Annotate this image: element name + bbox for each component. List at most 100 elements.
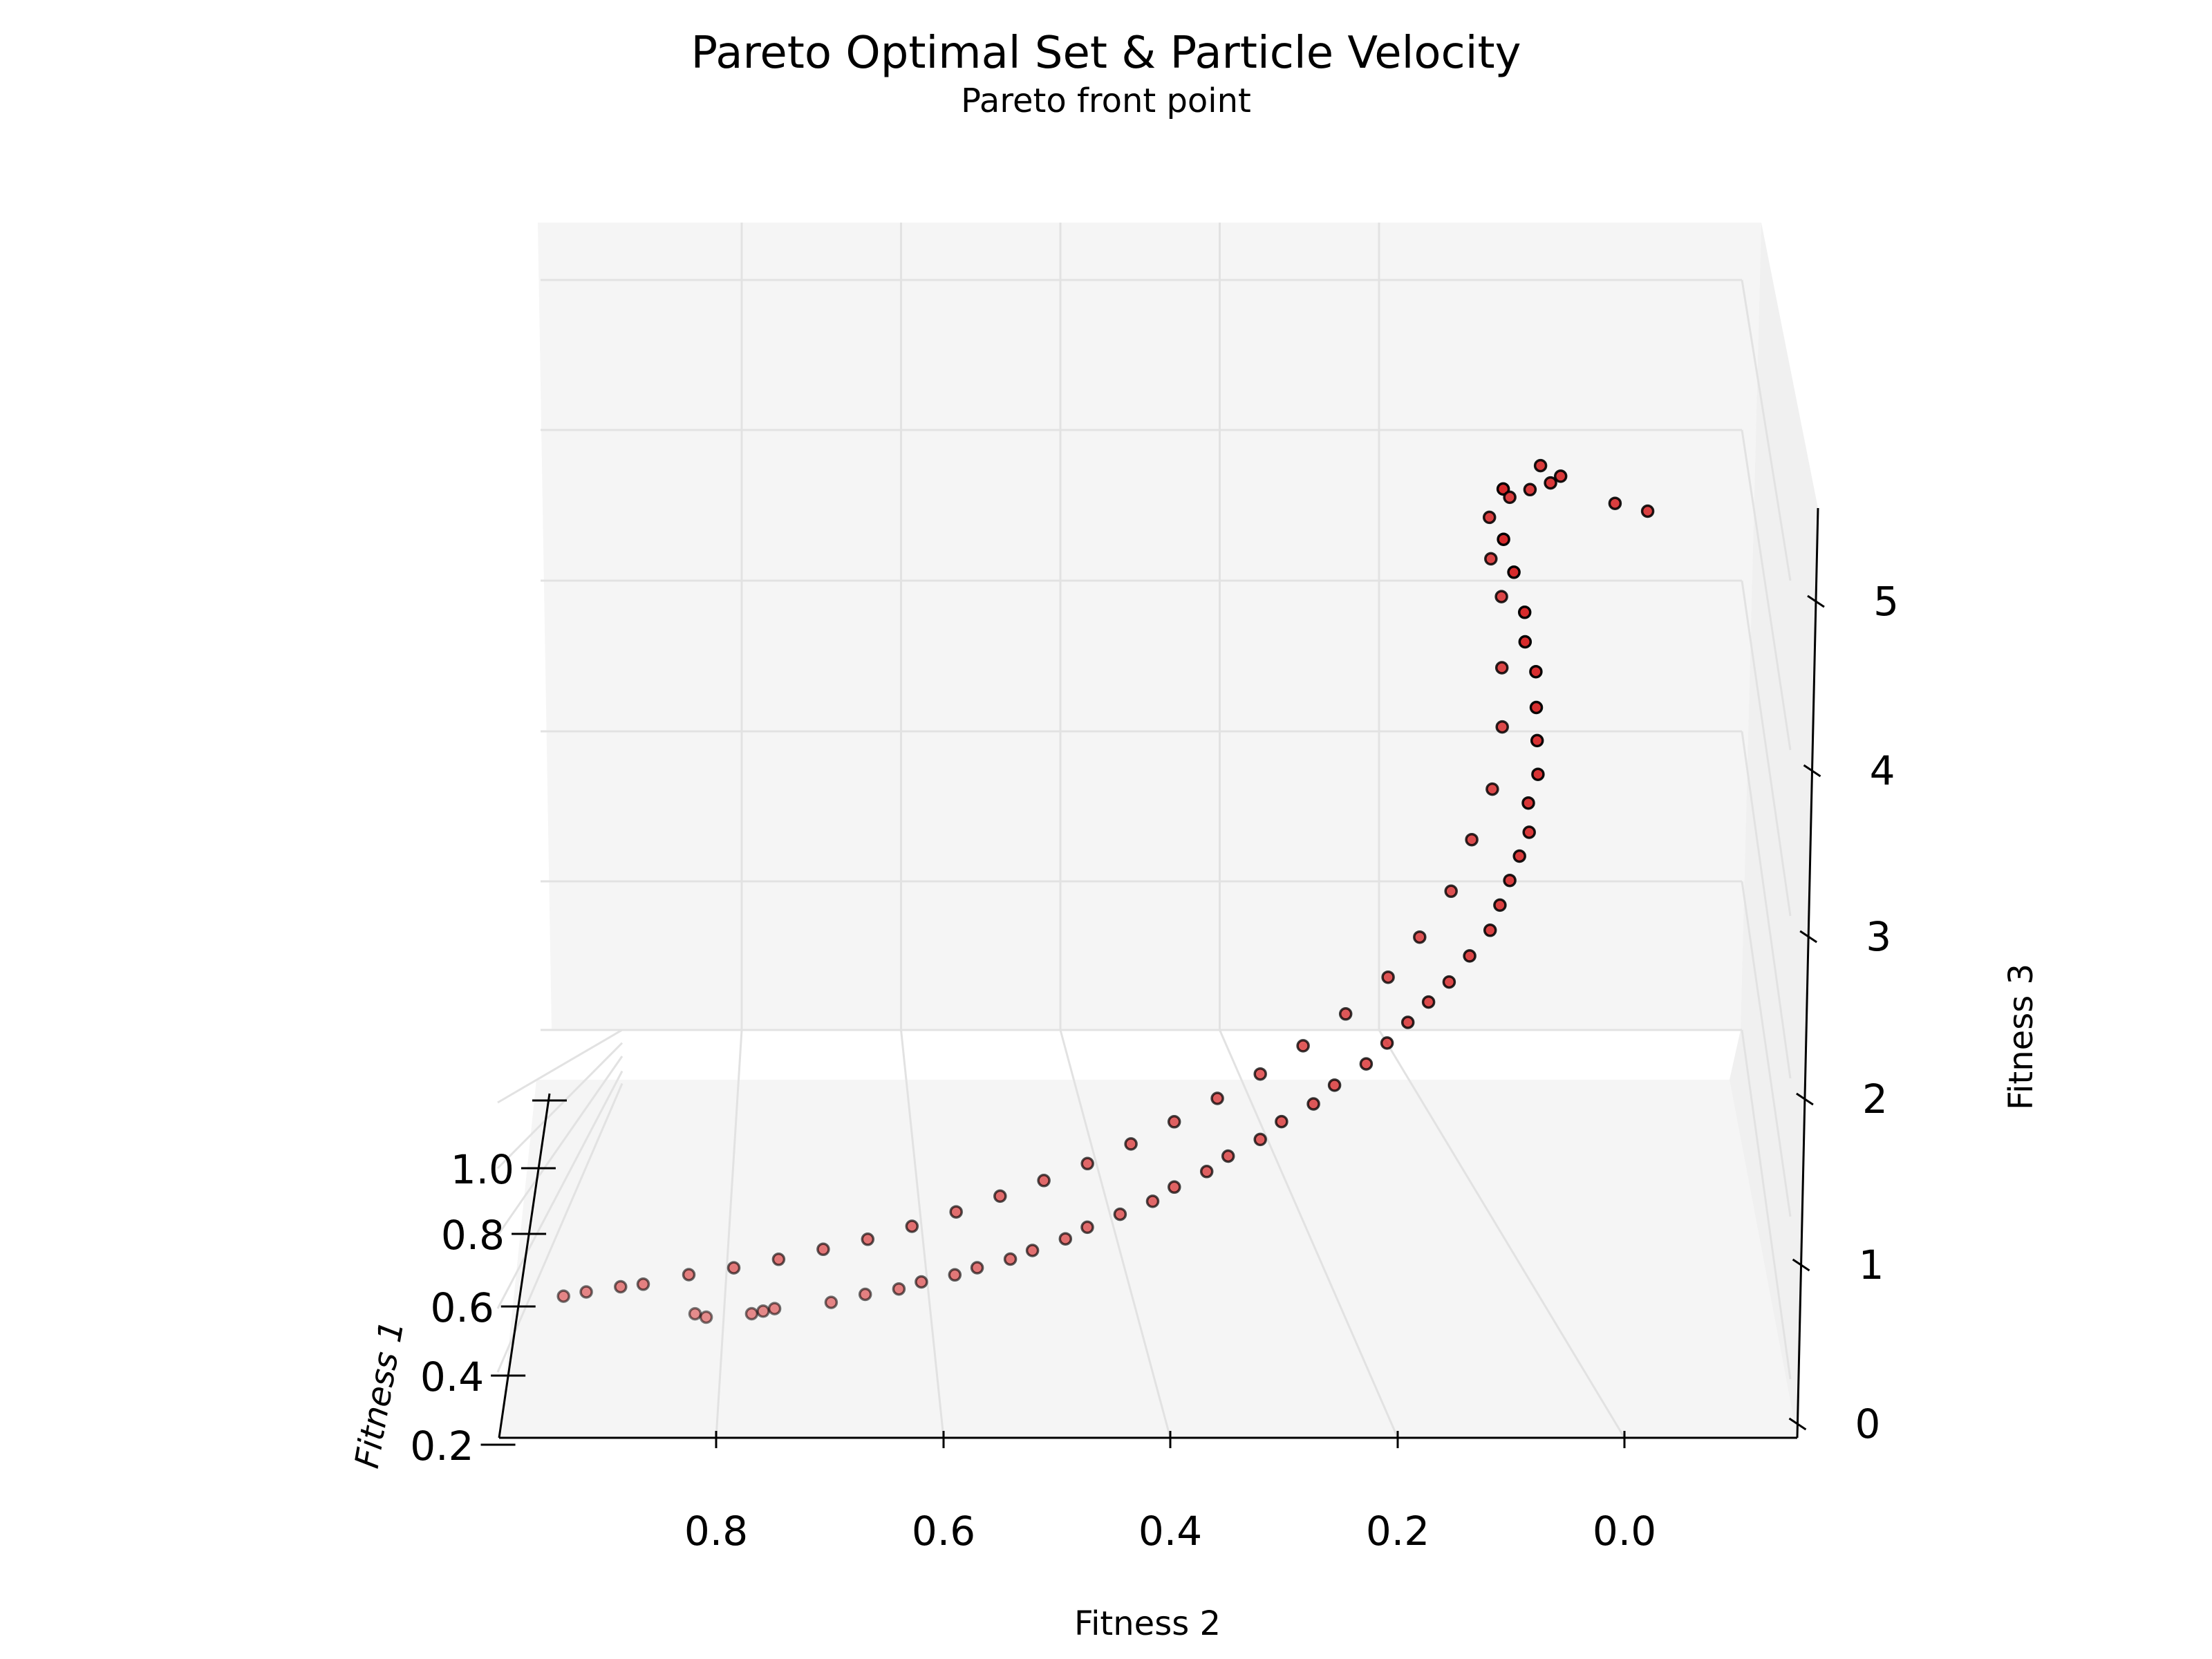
data-point xyxy=(1544,476,1557,490)
data-point xyxy=(1485,782,1499,796)
chart-subtitle: Pareto front point xyxy=(961,82,1251,120)
data-point xyxy=(858,1287,872,1302)
grid-line xyxy=(497,1029,623,1104)
chart-title: Pareto Optimal Set & Particle Velocity xyxy=(691,28,1521,79)
data-point xyxy=(1275,1114,1288,1129)
back-pane xyxy=(538,223,1761,1030)
z-tick-label: 5 xyxy=(1873,578,1899,625)
data-point xyxy=(1380,1036,1394,1050)
data-point xyxy=(1518,635,1533,649)
data-point xyxy=(1483,924,1497,937)
data-point xyxy=(948,1268,962,1282)
data-point xyxy=(1497,532,1510,546)
data-point xyxy=(579,1285,593,1299)
grid-line xyxy=(715,1029,743,1438)
grid-line xyxy=(1741,881,1792,1217)
z-tick xyxy=(1803,764,1821,778)
data-point xyxy=(1529,664,1543,679)
x-tick-label: 0.6 xyxy=(430,1284,494,1331)
data-point xyxy=(949,1205,963,1219)
grid-line xyxy=(900,1029,945,1438)
grid-line xyxy=(1378,1029,1626,1438)
data-point xyxy=(771,1253,786,1266)
data-point xyxy=(1400,1015,1415,1029)
chart-points xyxy=(556,458,1655,1324)
data-point xyxy=(1338,1007,1353,1021)
y-tick-label: 0.6 xyxy=(912,1508,975,1555)
data-point xyxy=(1381,970,1395,984)
z-tick xyxy=(1796,1092,1814,1106)
data-point xyxy=(1058,1232,1073,1246)
data-point xyxy=(970,1261,984,1275)
data-point xyxy=(556,1289,570,1303)
data-point xyxy=(1482,510,1497,525)
grid-line xyxy=(1219,1029,1399,1438)
data-point xyxy=(1522,825,1536,839)
data-point xyxy=(1521,796,1535,810)
chart-ticks: 0.8 0.6 0.4 0.2 0.0 0.2 0.4 0.6 0.8 1.0 0 1 2 3 4 5 xyxy=(410,578,1899,1555)
data-point xyxy=(915,1275,928,1289)
chart-panes xyxy=(499,223,1818,1438)
data-point xyxy=(1080,1220,1094,1235)
x-axis-line xyxy=(498,1093,551,1438)
z-axis-line xyxy=(1796,507,1819,1438)
y-tick-label: 0.2 xyxy=(1366,1508,1430,1555)
x-tick-label: 0.4 xyxy=(420,1353,484,1400)
data-point xyxy=(1167,1115,1181,1129)
data-point xyxy=(905,1219,919,1233)
grid-line xyxy=(1059,1029,1172,1438)
x-axis-label: Fitness 1 xyxy=(348,1318,412,1471)
data-point xyxy=(699,1310,713,1324)
z-tick xyxy=(1792,1258,1810,1272)
data-point xyxy=(1493,898,1507,912)
data-point xyxy=(1503,873,1517,888)
data-point xyxy=(1530,733,1544,748)
data-point xyxy=(1210,1091,1224,1105)
grid-line xyxy=(1741,580,1792,917)
data-point xyxy=(688,1306,702,1321)
data-point xyxy=(1494,590,1508,603)
x-tick-label: 0.2 xyxy=(410,1423,474,1470)
data-point xyxy=(1465,832,1479,847)
z-tick-label: 4 xyxy=(1870,747,1895,794)
data-point xyxy=(1531,767,1545,781)
data-point xyxy=(1327,1078,1342,1092)
data-point xyxy=(1296,1039,1310,1053)
z-tick-label: 1 xyxy=(1859,1241,1884,1288)
data-point xyxy=(1080,1156,1094,1171)
data-point xyxy=(1359,1057,1374,1071)
data-point xyxy=(1553,469,1568,483)
data-point xyxy=(1253,1132,1267,1147)
data-point xyxy=(727,1261,741,1275)
data-point xyxy=(816,1242,830,1257)
chart-grid xyxy=(496,223,1792,1438)
grid-line xyxy=(1741,279,1792,581)
data-point xyxy=(1512,849,1526,863)
data-point xyxy=(1199,1165,1214,1179)
x-tick-label: 0.8 xyxy=(441,1212,505,1259)
data-point xyxy=(1168,1180,1181,1194)
data-point xyxy=(614,1280,628,1294)
y-axis-label: Fitness 2 xyxy=(1074,1604,1221,1643)
data-point xyxy=(1640,504,1655,518)
data-point xyxy=(756,1304,770,1318)
data-point xyxy=(1221,1149,1235,1163)
x-tick-label: 1.0 xyxy=(451,1146,514,1193)
z-tick xyxy=(1807,594,1825,608)
data-point xyxy=(1507,565,1521,579)
data-point xyxy=(1608,496,1622,510)
data-point xyxy=(1523,482,1537,497)
data-point xyxy=(1306,1097,1320,1111)
grid-line xyxy=(1741,731,1792,1079)
data-point xyxy=(1529,700,1544,715)
data-point xyxy=(636,1277,650,1291)
data-point xyxy=(767,1302,782,1315)
y-tick-label: 0.4 xyxy=(1138,1508,1202,1555)
data-point xyxy=(1037,1174,1051,1188)
data-point xyxy=(824,1295,838,1309)
grid-line xyxy=(1741,429,1792,751)
grid-line xyxy=(496,1042,624,1170)
data-point xyxy=(1495,720,1509,734)
data-point xyxy=(1463,949,1477,963)
